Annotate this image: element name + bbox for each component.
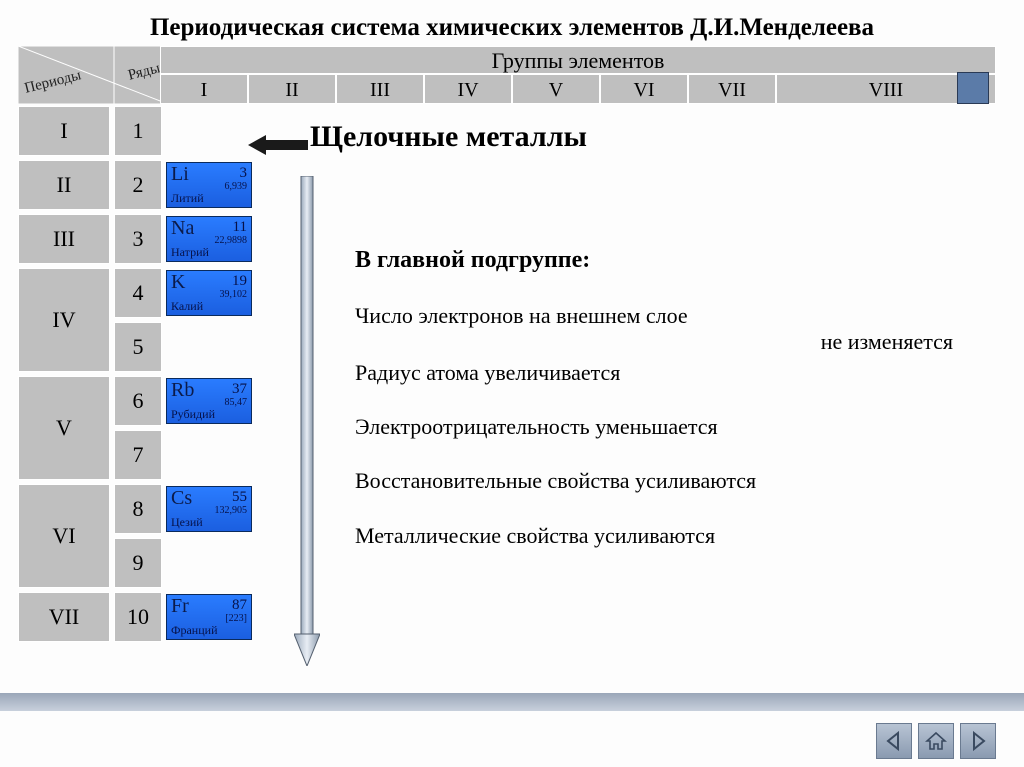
element-mass: 6,939 — [225, 181, 248, 192]
group-cell-II: II — [248, 74, 336, 104]
section-heading: Щелочные металлы — [310, 120, 587, 154]
home-icon — [925, 730, 947, 752]
element-mass: 85,47 — [225, 397, 248, 408]
row-cell-4: 4 — [114, 268, 162, 318]
chevron-left-icon — [883, 730, 905, 752]
row-cell-10: 10 — [114, 592, 162, 642]
element-number: 11 — [233, 219, 247, 236]
element-name: Калий — [171, 299, 203, 314]
period-cell-VI: VI — [18, 484, 110, 588]
page-title: Периодическая система химических элемент… — [0, 0, 1024, 42]
element-mass: 132,905 — [215, 505, 248, 516]
element-Fr[interactable]: Fr 87[223] Франций — [166, 594, 252, 640]
period-cell-VII: VII — [18, 592, 110, 642]
element-name: Франций — [171, 623, 218, 638]
text-line5: Металлические свойства усиливаются — [355, 523, 965, 549]
group-cell-IV: IV — [424, 74, 512, 104]
element-symbol: Fr — [171, 595, 189, 618]
row-cell-1: 1 — [114, 106, 162, 156]
text-line3: Электроотрицательность уменьшается — [355, 414, 965, 440]
text-line2: Радиус атома увеличивается — [355, 360, 965, 386]
groups-header: Группы элементов — [160, 46, 996, 74]
text-line4: Восстановительные свойства усиливаются — [355, 468, 965, 494]
element-number: 37 — [232, 381, 247, 398]
footer-bar — [0, 693, 1024, 711]
element-number: 55 — [232, 489, 247, 506]
nav-next-button[interactable] — [960, 723, 996, 759]
period-cell-III: III — [18, 214, 110, 264]
arrow-left-icon — [248, 135, 308, 155]
chevron-right-icon — [967, 730, 989, 752]
period-cell-II: II — [18, 160, 110, 210]
element-Rb[interactable]: Rb 3785,47 Рубидий — [166, 378, 252, 424]
element-number: 87 — [232, 597, 247, 614]
element-mass: [223] — [225, 613, 247, 624]
element-Li[interactable]: Li 36,939 Литий — [166, 162, 252, 208]
arrow-down-icon — [294, 176, 320, 666]
group-cell-VI: VI — [600, 74, 688, 104]
period-cell-I: I — [18, 106, 110, 156]
element-name: Литий — [171, 191, 204, 206]
element-mass: 39,102 — [220, 289, 248, 300]
slide: Периодическая система химических элемент… — [0, 0, 1024, 767]
element-name: Натрий — [171, 245, 209, 260]
row-cell-7: 7 — [114, 430, 162, 480]
row-cell-6: 6 — [114, 376, 162, 426]
nav-prev-button[interactable] — [876, 723, 912, 759]
row-cell-8: 8 — [114, 484, 162, 534]
nav-icons — [876, 723, 996, 759]
element-Na[interactable]: Na 1122,9898 Натрий — [166, 216, 252, 262]
element-K[interactable]: K 1939,102 Калий — [166, 270, 252, 316]
diag-cell: Периоды Ряды — [18, 46, 118, 104]
element-number: 19 — [232, 273, 247, 290]
element-symbol: Cs — [171, 487, 192, 510]
row-cell-9: 9 — [114, 538, 162, 588]
element-number: 3 — [240, 165, 248, 182]
periods-label: Периоды — [23, 67, 83, 97]
element-Cs[interactable]: Cs 55132,905 Цезий — [166, 486, 252, 532]
element-name: Цезий — [171, 515, 203, 530]
group-cell-I: I — [160, 74, 248, 104]
element-symbol: K — [171, 271, 185, 294]
group-cell-III: III — [336, 74, 424, 104]
nav-home-button[interactable] — [918, 723, 954, 759]
group-cell-V: V — [512, 74, 600, 104]
element-name: Рубидий — [171, 407, 215, 422]
element-mass: 22,9898 — [215, 235, 248, 246]
text-line1-right: не изменяется — [355, 329, 965, 355]
row-cell-3: 3 — [114, 214, 162, 264]
text-line1: Число электронов на внешнем слое — [355, 303, 965, 329]
element-symbol: Rb — [171, 379, 194, 402]
row-cell-5: 5 — [114, 322, 162, 372]
group-cell-VII: VII — [688, 74, 776, 104]
row-cell-2: 2 — [114, 160, 162, 210]
text-lead: В главной подгруппе: — [355, 246, 965, 275]
group-row: IIIIIIIVVVIVIIVIII — [160, 74, 996, 104]
element-symbol: Li — [171, 163, 189, 186]
period-cell-V: V — [18, 376, 110, 480]
blue-square-icon[interactable] — [957, 72, 989, 104]
element-symbol: Na — [171, 217, 194, 240]
text-block: В главной подгруппе: Число электронов на… — [355, 246, 965, 567]
period-cell-IV: IV — [18, 268, 110, 372]
